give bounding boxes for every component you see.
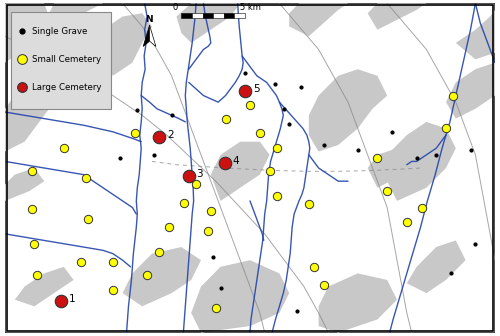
Polygon shape: [368, 3, 426, 30]
Polygon shape: [191, 260, 289, 333]
Polygon shape: [5, 3, 49, 62]
Polygon shape: [211, 142, 270, 201]
Text: 4: 4: [232, 156, 239, 166]
Bar: [224, 13, 234, 18]
Polygon shape: [456, 10, 495, 59]
Text: 3: 3: [196, 169, 203, 179]
Bar: [213, 13, 224, 18]
Polygon shape: [368, 148, 407, 188]
Bar: [202, 13, 213, 18]
Polygon shape: [407, 241, 466, 293]
Polygon shape: [387, 122, 456, 201]
Text: 0: 0: [173, 3, 178, 12]
Polygon shape: [15, 267, 74, 306]
Polygon shape: [143, 25, 150, 46]
Polygon shape: [289, 3, 348, 36]
Polygon shape: [93, 13, 152, 76]
Polygon shape: [309, 69, 387, 152]
Text: N: N: [144, 15, 152, 24]
Text: Small Cemetery: Small Cemetery: [32, 55, 102, 64]
Text: 1: 1: [69, 294, 76, 304]
Text: 2: 2: [167, 130, 174, 140]
Bar: [192, 13, 202, 18]
Polygon shape: [150, 25, 156, 46]
Polygon shape: [5, 69, 64, 152]
Polygon shape: [5, 168, 44, 201]
Polygon shape: [122, 247, 201, 306]
Bar: [234, 13, 245, 18]
FancyBboxPatch shape: [11, 11, 112, 109]
Polygon shape: [176, 3, 240, 43]
Polygon shape: [49, 3, 103, 23]
Polygon shape: [318, 274, 397, 333]
Text: Single Grave: Single Grave: [32, 27, 88, 36]
Polygon shape: [446, 62, 495, 119]
Bar: [182, 13, 192, 18]
Text: 5 km: 5 km: [240, 3, 260, 12]
Text: 5: 5: [253, 84, 260, 94]
Text: Large Cemetery: Large Cemetery: [32, 83, 102, 92]
